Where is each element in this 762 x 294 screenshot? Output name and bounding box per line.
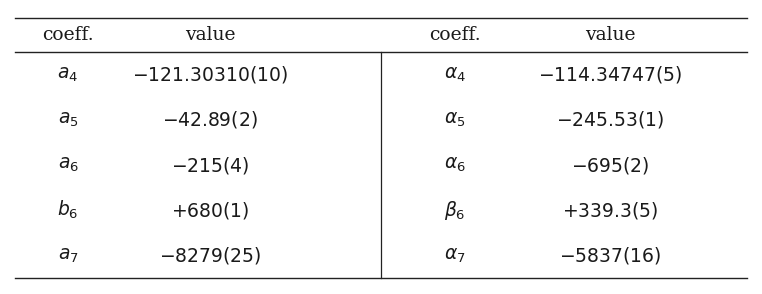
Text: $\alpha_7$: $\alpha_7$	[444, 246, 466, 265]
Text: $+339.3(5)$: $+339.3(5)$	[562, 200, 658, 221]
Text: value: value	[184, 26, 235, 44]
Text: $+680(1)$: $+680(1)$	[171, 200, 249, 221]
Text: $\beta_6$: $\beta_6$	[444, 199, 466, 222]
Text: $a_5$: $a_5$	[58, 111, 78, 129]
Text: $-5837(16)$: $-5837(16)$	[559, 245, 661, 266]
Text: coeff.: coeff.	[42, 26, 94, 44]
Text: $\alpha_4$: $\alpha_4$	[444, 66, 466, 84]
Text: coeff.: coeff.	[429, 26, 481, 44]
Text: $\alpha_5$: $\alpha_5$	[444, 111, 466, 129]
Text: $-114.34747(5)$: $-114.34747(5)$	[538, 64, 682, 85]
Text: $-215(4)$: $-215(4)$	[171, 155, 249, 176]
Text: $-245.53(1)$: $-245.53(1)$	[556, 109, 664, 130]
Text: $-121.30310(10)$: $-121.30310(10)$	[132, 64, 288, 85]
Text: $-8279(25)$: $-8279(25)$	[158, 245, 261, 266]
Text: $-42.89(2)$: $-42.89(2)$	[162, 109, 258, 130]
Text: value: value	[584, 26, 636, 44]
Text: $-695(2)$: $-695(2)$	[571, 155, 649, 176]
Text: $b_6$: $b_6$	[57, 199, 78, 221]
Text: $\alpha_6$: $\alpha_6$	[444, 156, 466, 174]
Text: $a_4$: $a_4$	[57, 66, 78, 84]
Text: $a_7$: $a_7$	[58, 246, 78, 265]
Text: $a_6$: $a_6$	[57, 156, 78, 174]
